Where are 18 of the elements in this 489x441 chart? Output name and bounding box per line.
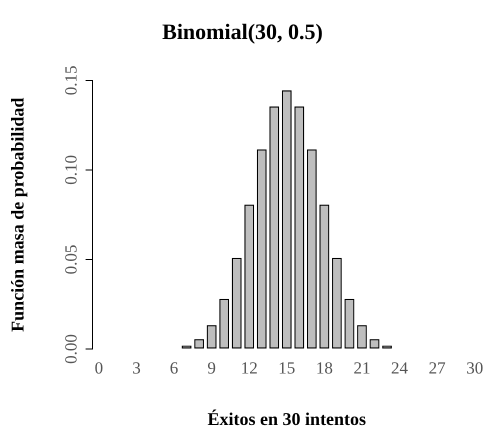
y-axis-title: Función masa de probabilidad bbox=[7, 98, 28, 332]
y-tick-label: 0.15 bbox=[62, 66, 81, 96]
y-tick-label: 0.00 bbox=[62, 334, 81, 364]
x-tick-label: 21 bbox=[353, 358, 370, 378]
x-tick-label: 15 bbox=[278, 358, 296, 378]
x-axis-title: Éxitos en 30 intentos bbox=[208, 408, 366, 429]
x-tick-label: 12 bbox=[240, 358, 258, 378]
chart-title: Binomial(30, 0.5) bbox=[162, 18, 323, 44]
x-tick-label: 30 bbox=[466, 358, 484, 378]
x-tick-label: 3 bbox=[132, 358, 141, 378]
x-tick-label: 18 bbox=[316, 358, 333, 378]
x-tick-label: 9 bbox=[207, 358, 216, 378]
x-tick-label: 0 bbox=[94, 358, 104, 378]
x-tick-label: 6 bbox=[170, 358, 178, 378]
y-tick-label: 0.05 bbox=[62, 244, 81, 274]
x-tick-label: 24 bbox=[391, 358, 409, 378]
x-tick-label: 27 bbox=[428, 358, 446, 378]
y-tick-label: 0.10 bbox=[62, 155, 81, 185]
